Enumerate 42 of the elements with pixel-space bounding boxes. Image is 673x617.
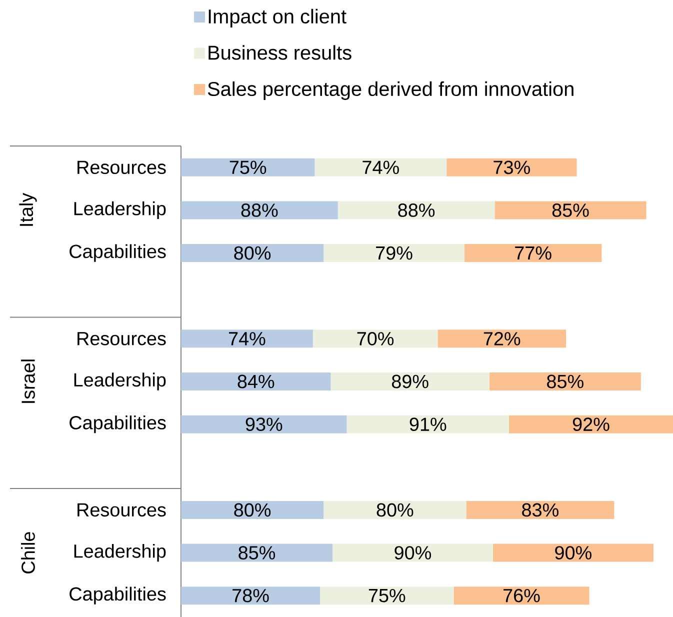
legend-label: Sales percentage derived from innovation xyxy=(208,81,574,100)
text: Italy xyxy=(19,192,37,226)
y-tick-label: Resources xyxy=(78,160,166,174)
data-label: 80% xyxy=(234,503,271,517)
data-label: 88% xyxy=(241,204,278,217)
y-tick-label: Capabilities xyxy=(70,586,166,604)
data-label: 76% xyxy=(504,588,540,602)
y-tick-label: Leadership xyxy=(74,544,166,562)
data-label: 74% xyxy=(362,160,399,174)
data-label: 80% xyxy=(234,246,271,260)
data-label: 72% xyxy=(484,332,520,346)
data-label: 85% xyxy=(552,204,589,217)
data-label: 92% xyxy=(572,418,610,432)
y-tick-label: Capabilities xyxy=(70,244,166,262)
data-label: 75% xyxy=(368,588,406,602)
data-label: 90% xyxy=(555,546,592,560)
data-label: 84% xyxy=(238,374,274,388)
legend-label: Impact on client xyxy=(208,8,346,28)
y-tick-label: Leadership xyxy=(74,372,166,390)
data-label: 79% xyxy=(376,246,412,260)
data-label: 77% xyxy=(515,246,552,260)
data-label: 89% xyxy=(392,374,428,388)
y-tick-label: Resources xyxy=(78,332,166,346)
text: Israel xyxy=(21,360,35,403)
data-label: 75% xyxy=(230,160,266,174)
data-label: 83% xyxy=(522,503,558,517)
legend-label: Business results xyxy=(208,45,352,60)
y-tick-label: Capabilities xyxy=(70,415,166,434)
y-tick-label: Leadership xyxy=(74,201,166,220)
y-tick-label: Resources xyxy=(78,503,166,517)
data-label: 85% xyxy=(238,546,276,560)
text: Chile xyxy=(21,532,35,574)
data-label: 80% xyxy=(376,503,414,517)
data-label: 88% xyxy=(398,204,435,217)
data-label: 93% xyxy=(246,418,282,432)
data-label: 74% xyxy=(228,332,266,346)
data-label: 85% xyxy=(547,374,584,388)
data-label: 70% xyxy=(357,332,394,346)
data-label: 91% xyxy=(410,418,446,432)
data-label: 73% xyxy=(494,160,530,174)
data-label: 90% xyxy=(394,546,432,560)
data-label: 78% xyxy=(232,588,269,602)
